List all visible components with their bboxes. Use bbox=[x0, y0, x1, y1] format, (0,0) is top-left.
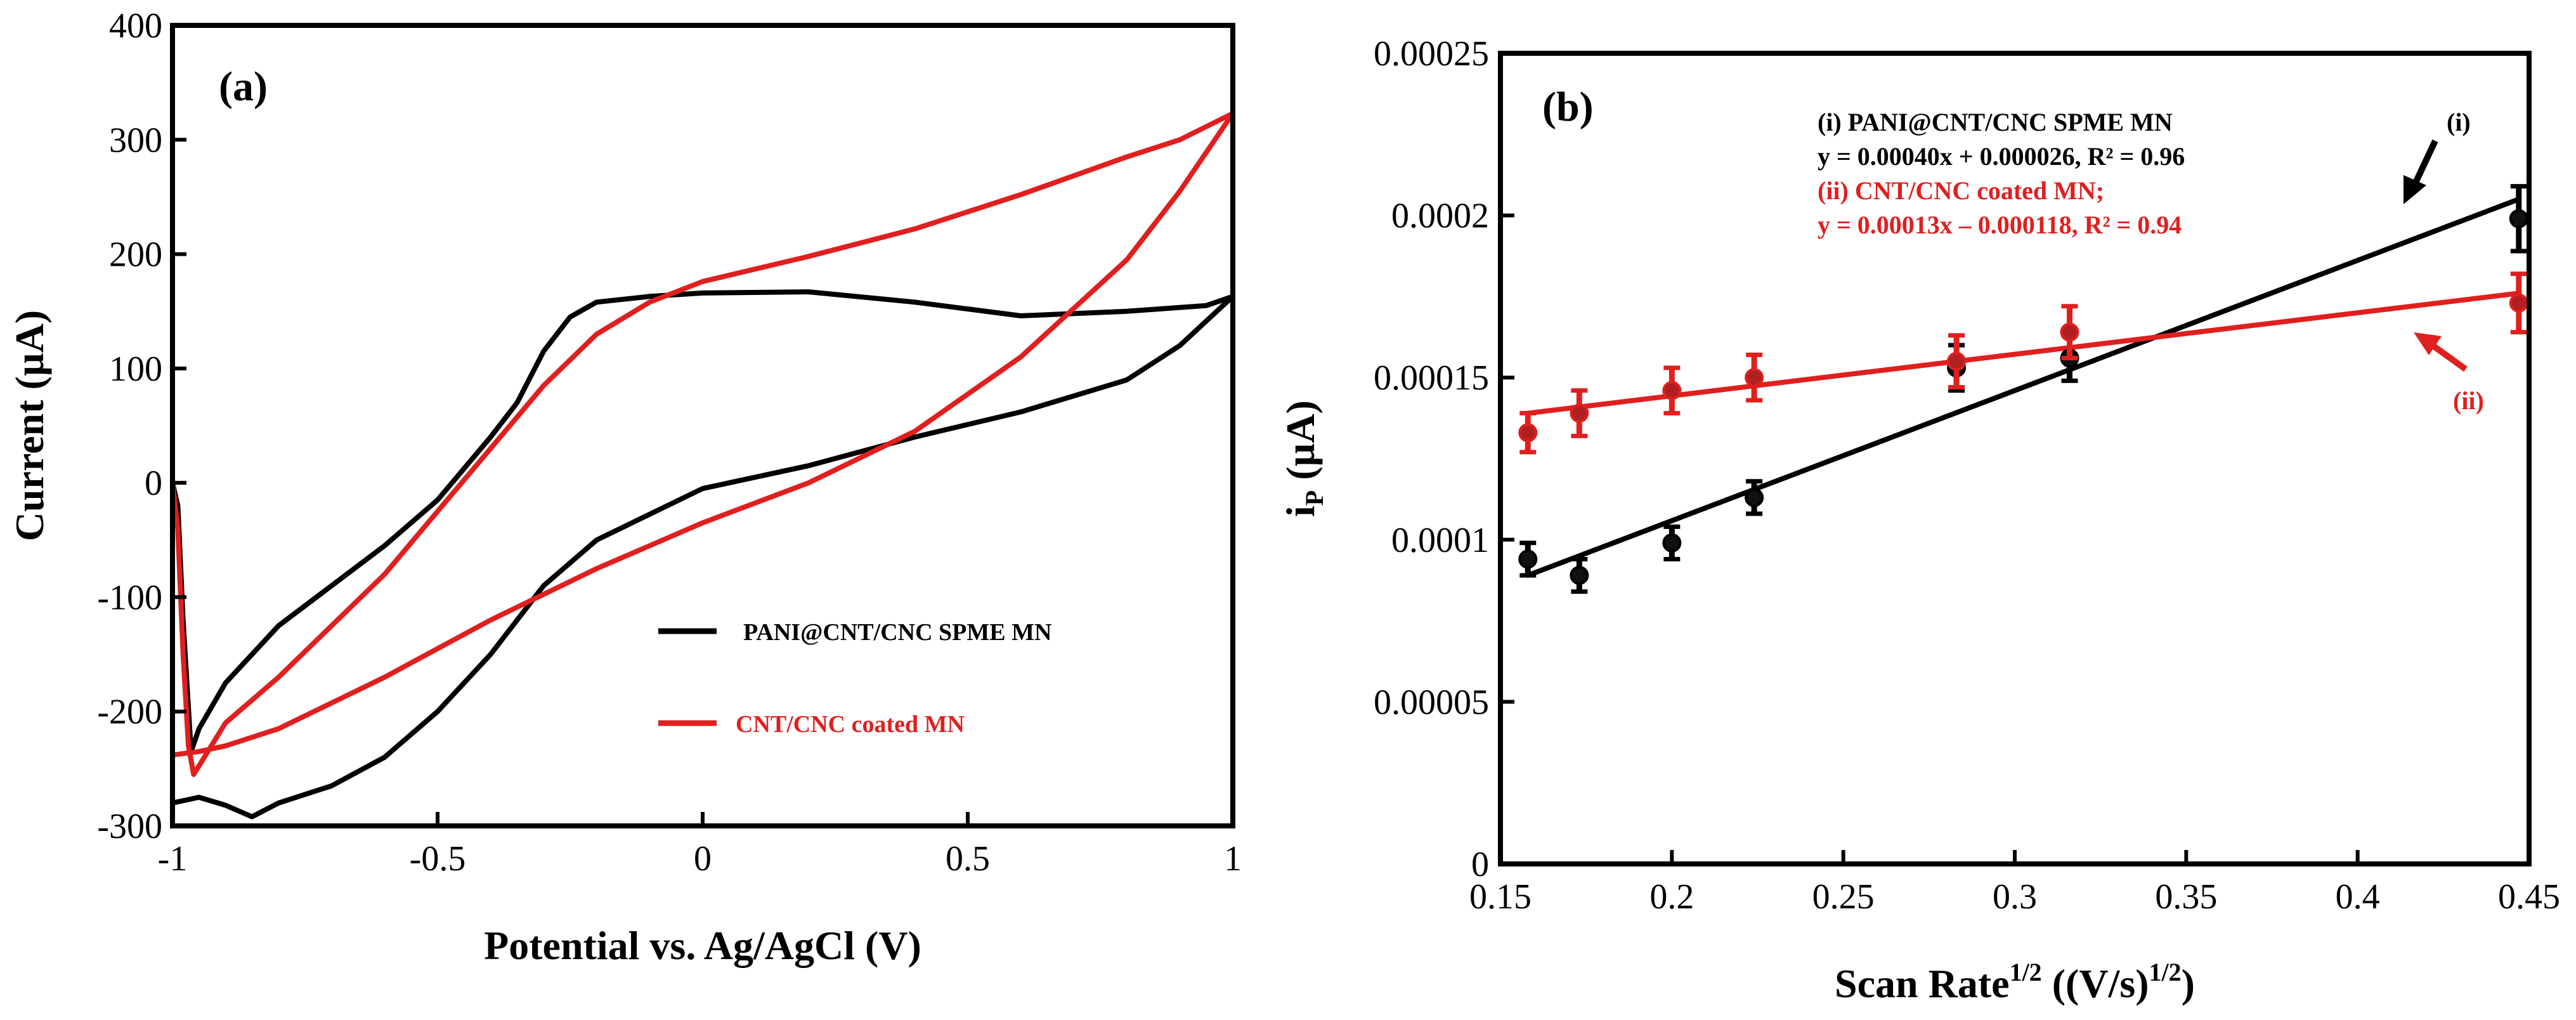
callout-label-i: (i) bbox=[2447, 108, 2471, 136]
xtick-label: 1 bbox=[1224, 839, 1242, 879]
panel-label-a: (a) bbox=[219, 63, 268, 110]
ytick-label: 0.00015 bbox=[1374, 358, 1489, 398]
annotation-series-ii: (ii) CNT/CNC coated MN; bbox=[1818, 176, 2104, 205]
x-axis-label-sup: 1/2 bbox=[2010, 958, 2042, 986]
x-axis-label-sup: 1/2 bbox=[2149, 958, 2182, 986]
data-point bbox=[2060, 322, 2079, 342]
data-point bbox=[1518, 549, 1538, 569]
data-point bbox=[1745, 488, 1764, 507]
xtick-label: 0.25 bbox=[1812, 877, 1875, 917]
xtick-label: -1 bbox=[158, 839, 188, 879]
panel-a: -300 -200 -100 0 100 200 300 400 -1 -0.5 0 0.5 1 Pote… bbox=[7, 6, 1242, 968]
x-axis-label-mid: ((V/s) bbox=[2042, 961, 2149, 1006]
xtick-label: -0.5 bbox=[410, 839, 466, 879]
xtick-label: 0.2 bbox=[1649, 877, 1694, 917]
y-axis-label-a: Current (µA) bbox=[7, 310, 52, 542]
y-axis-label-b: iP (µA) bbox=[1278, 400, 1329, 517]
x-axis-label-a: Potential vs. Ag/AgCl (V) bbox=[484, 923, 921, 968]
ytick-label: 0.0002 bbox=[1391, 197, 1489, 236]
data-point bbox=[1745, 368, 1764, 388]
xtick-label: 0.35 bbox=[2155, 877, 2217, 917]
annotation-series-i: (i) PANI@CNT/CNC SPME MN bbox=[1818, 108, 2173, 136]
xtick-label: 0.5 bbox=[946, 839, 990, 879]
callout-arrowhead-ii bbox=[2414, 332, 2442, 355]
data-point bbox=[1570, 403, 1589, 423]
xtick-label: 0.3 bbox=[1993, 877, 2037, 917]
y-axis-label-sub: P bbox=[1300, 490, 1329, 506]
ytick-label: -200 bbox=[97, 693, 162, 732]
data-point bbox=[2509, 209, 2528, 228]
callout-label-ii: (ii) bbox=[2453, 386, 2484, 415]
cv-curve-pani bbox=[170, 289, 1235, 820]
plot-frame-a bbox=[170, 23, 1235, 828]
callout-arrow-ii bbox=[2432, 343, 2468, 372]
data-point bbox=[1947, 351, 1967, 371]
cv-curve-cnt bbox=[170, 110, 1235, 777]
legend-label: PANI@CNT/CNC SPME MN bbox=[743, 619, 1051, 646]
ytick-label: 0 bbox=[145, 464, 162, 503]
x-axis-label-main: Scan Rate bbox=[1835, 961, 2010, 1006]
annotation-equation-i: y = 0.00040x + 0.000026, R² = 0.96 bbox=[1818, 142, 2185, 171]
ytick-label: 100 bbox=[109, 350, 162, 389]
x-axis-label-end: ) bbox=[2182, 961, 2195, 1006]
y-axis-label-main: i bbox=[1278, 506, 1323, 517]
ytick-label: 200 bbox=[109, 235, 162, 275]
xtick-label: 0.15 bbox=[1469, 877, 1532, 917]
ytick-label: 400 bbox=[109, 6, 162, 46]
data-point bbox=[1662, 533, 1682, 552]
callout-arrow-i bbox=[2412, 139, 2438, 186]
xtick-label: 0.45 bbox=[2498, 877, 2560, 917]
panel-label-b: (b) bbox=[1542, 84, 1594, 130]
ytick-label: -100 bbox=[97, 578, 162, 617]
data-point bbox=[2509, 293, 2528, 313]
ytick-label: 0.00025 bbox=[1374, 34, 1489, 74]
data-point bbox=[1570, 566, 1589, 585]
panel-b: 0 0.00005 0.0001 0.00015 0.0002 0.00025 0.15 0.… bbox=[1278, 34, 2560, 1006]
x-axis-label-b: Scan Rate1/2 ((V/s)1/2) bbox=[1835, 958, 2195, 1006]
legend-label: CNT/CNC coated MN bbox=[736, 711, 965, 738]
xtick-label: 0 bbox=[694, 839, 712, 879]
ytick-label: 0 bbox=[1471, 845, 1489, 884]
annotation-equation-ii: y = 0.00013x – 0.000118, R² = 0.94 bbox=[1818, 211, 2182, 239]
callout-arrowhead-i bbox=[2404, 175, 2426, 204]
fit-line-pani bbox=[1525, 197, 2521, 579]
ytick-label: 0.00005 bbox=[1374, 683, 1489, 722]
ytick-label: -300 bbox=[97, 807, 162, 846]
xtick-label: 0.4 bbox=[2336, 877, 2380, 917]
plot-frame-b bbox=[1498, 51, 2532, 866]
data-point bbox=[1518, 423, 1538, 443]
data-point bbox=[1662, 381, 1682, 400]
fit-line-cnt bbox=[1525, 291, 2521, 416]
ytick-label: 300 bbox=[109, 121, 162, 160]
y-axis-label-unit: (µA) bbox=[1278, 400, 1323, 490]
ytick-label: 0.0001 bbox=[1391, 521, 1489, 560]
